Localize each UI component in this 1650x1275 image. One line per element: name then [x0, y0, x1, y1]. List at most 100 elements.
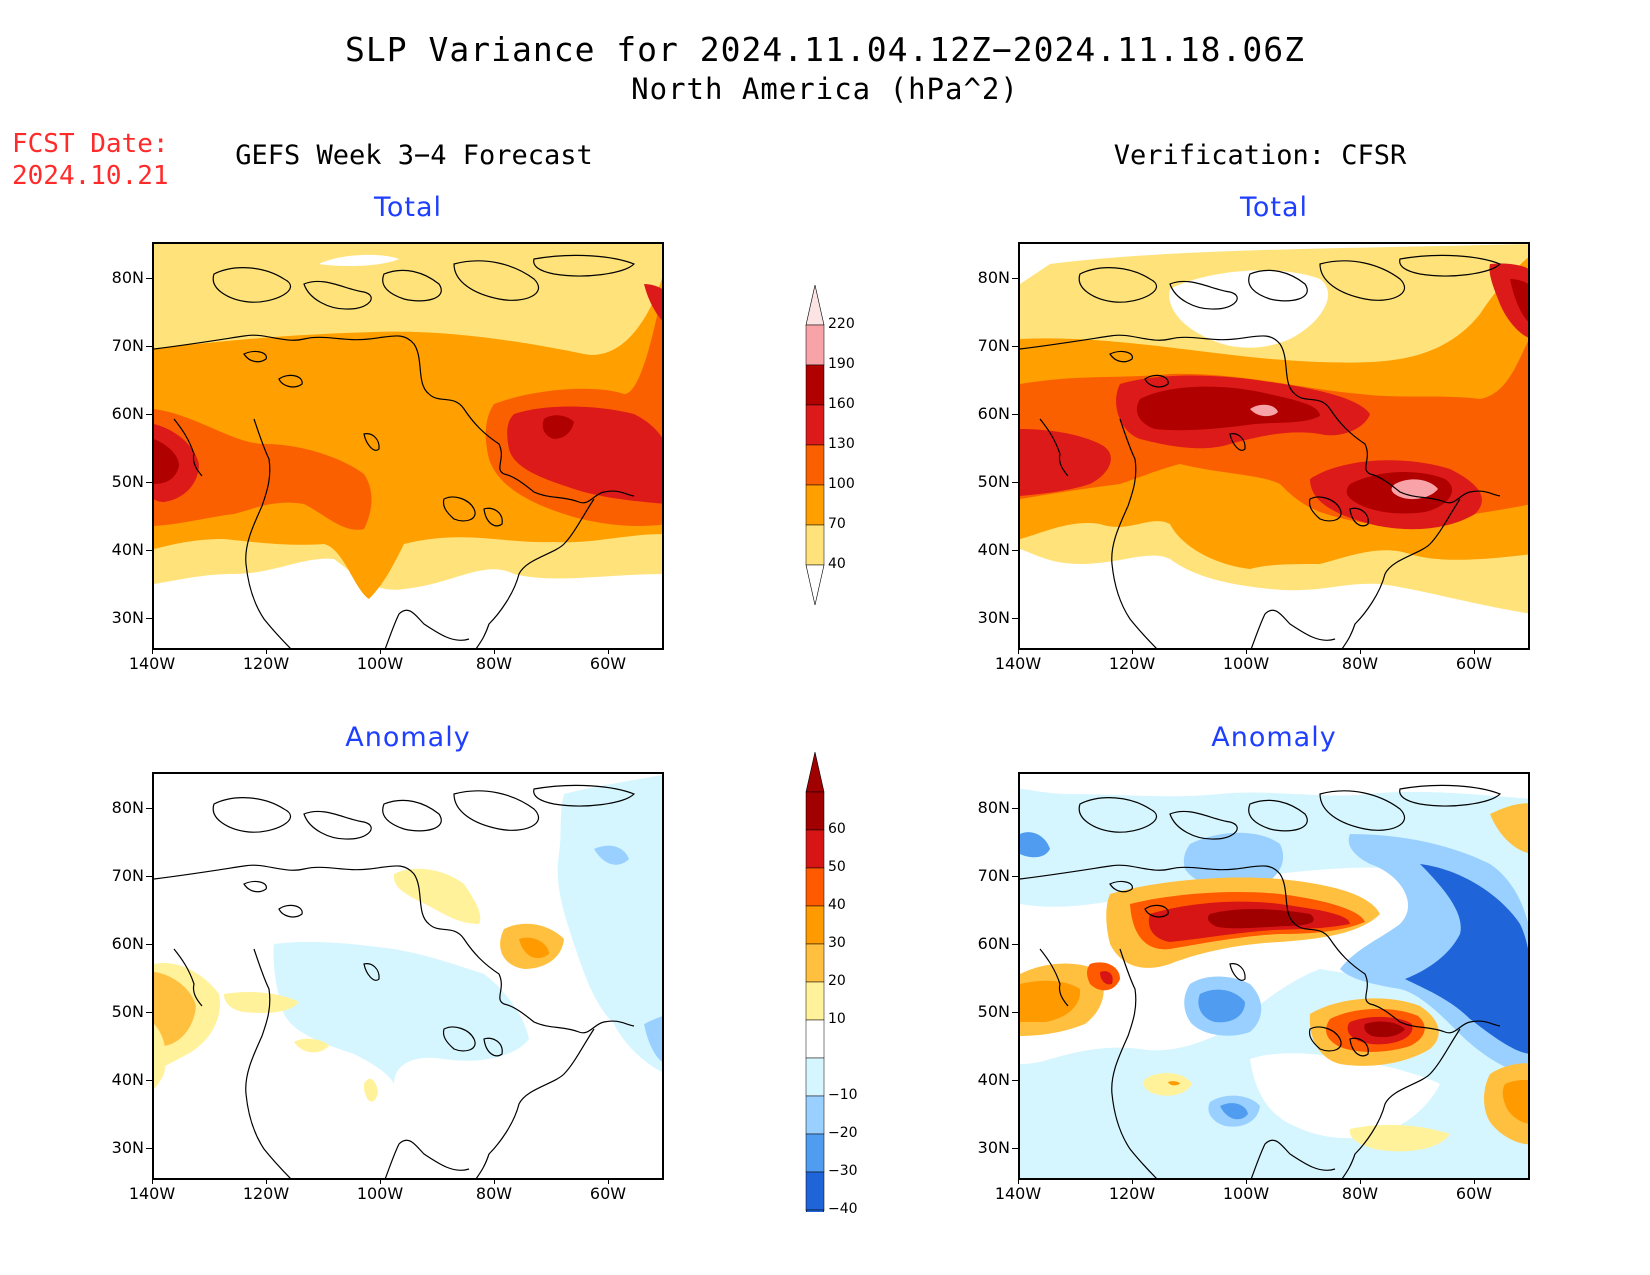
bottom-left-subtitle: Anomaly [345, 722, 471, 753]
anomaly-colorbar-bottom-extension [805, 1209, 825, 1212]
bottom-left-lat-tick: 70N [111, 866, 144, 885]
bottom-left-lat-tick: 40N [111, 1070, 144, 1089]
right-column-title: Verification: CFSR [1113, 140, 1407, 171]
bottom-left-lon-tick: 120W [242, 1184, 290, 1203]
top-left-lon-tickmark [380, 648, 381, 654]
top-right-lat-tickmark [1012, 618, 1018, 619]
top-left-lon-tickmark [494, 648, 495, 654]
bottom-left-lat-tickmark [146, 808, 152, 809]
anomaly-colorbar-bin [805, 1095, 825, 1135]
top-right-lat-tickmark [1012, 482, 1018, 483]
top-right-lon-tickmark [1018, 648, 1019, 654]
anomaly-colorbar-label: −10 [828, 1087, 858, 1103]
anomaly-colorbar-bin [805, 943, 825, 983]
figure-subtitle: North America (hPa^2) [631, 72, 1019, 106]
total-colorbar-label: 130 [828, 436, 855, 452]
anomaly-colorbar-bin [805, 1057, 825, 1097]
top-right-lon-tick: 100W [1222, 654, 1270, 673]
anomaly-colorbar-label: −20 [828, 1125, 858, 1141]
bottom-right-lon-tick: 120W [1108, 1184, 1156, 1203]
bottom-right-lat-tickmark [1012, 1012, 1018, 1013]
top-left-lat-tick: 30N [111, 608, 144, 627]
total-colorbar-bin [805, 524, 825, 566]
anomaly-colorbar-bin [805, 867, 825, 907]
top-right-lon-tickmark [1246, 648, 1247, 654]
total-colorbar-bottom-extension [805, 564, 825, 606]
top-left-lat-tick: 80N [111, 268, 144, 287]
bottom-left-lon-tickmark [608, 1178, 609, 1184]
bottom-left-lat-tickmark [146, 876, 152, 877]
anomaly-colorbar-label: 20 [828, 973, 846, 989]
top-right-lon-tick: 140W [994, 654, 1042, 673]
verification-anomaly-field [1020, 774, 1528, 1178]
bottom-right-lon-tickmark [1018, 1178, 1019, 1184]
bottom-left-lon-tick: 80W [475, 1184, 513, 1203]
total-colorbar-label: 160 [828, 396, 855, 412]
top-right-lat-tick: 70N [977, 336, 1010, 355]
total-colorbar-label: 190 [828, 356, 855, 372]
bottom-right-lon-tickmark [1474, 1178, 1475, 1184]
bottom-left-lon-tickmark [380, 1178, 381, 1184]
top-left-lat-tick: 50N [111, 472, 144, 491]
bottom-right-lon-tick: 100W [1222, 1184, 1270, 1203]
top-right-lat-tick: 30N [977, 608, 1010, 627]
anomaly-colorbar-bin [805, 791, 825, 831]
top-right-lon-tick: 60W [1455, 654, 1493, 673]
bottom-right-lon-tick: 60W [1455, 1184, 1493, 1203]
bottom-right-lat-tick: 50N [977, 1002, 1010, 1021]
forecast-anomaly-field [154, 774, 662, 1178]
total-colorbar [805, 285, 825, 606]
anomaly-colorbar-label: 10 [828, 1011, 846, 1027]
top-right-lon-tickmark [1360, 648, 1361, 654]
top-left-lat-tickmark [146, 414, 152, 415]
map-forecast-anomaly [152, 772, 664, 1180]
anomaly-colorbar-label: −40 [828, 1201, 858, 1217]
top-left-lon-tickmark [608, 648, 609, 654]
bottom-left-lon-tickmark [152, 1178, 153, 1184]
bottom-left-lat-tickmark [146, 944, 152, 945]
top-left-lat-tickmark [146, 618, 152, 619]
top-left-lat-tick: 60N [111, 404, 144, 423]
anomaly-colorbar-label: 60 [828, 821, 846, 837]
bottom-left-lat-tick: 30N [111, 1138, 144, 1157]
top-right-lon-tickmark [1132, 648, 1133, 654]
anomaly-colorbar-label: 30 [828, 935, 846, 951]
bottom-right-lat-tick: 40N [977, 1070, 1010, 1089]
total-colorbar-bin [805, 364, 825, 406]
top-left-lon-tickmark [266, 648, 267, 654]
anomaly-colorbar-label: 50 [828, 859, 846, 875]
bottom-right-lat-tick: 70N [977, 866, 1010, 885]
anomaly-colorbar-bin [805, 981, 825, 1021]
map-forecast-total [152, 242, 664, 650]
map-verification-anomaly [1018, 772, 1530, 1180]
figure-title: SLP Variance for 2024.11.04.12Z−2024.11.… [345, 30, 1305, 69]
total-colorbar-label: 220 [828, 316, 855, 332]
bottom-left-lon-tick: 140W [128, 1184, 176, 1203]
top-right-lat-tickmark [1012, 346, 1018, 347]
top-right-lon-tick: 120W [1108, 654, 1156, 673]
bottom-right-lat-tickmark [1012, 876, 1018, 877]
bottom-right-lon-tick: 80W [1341, 1184, 1379, 1203]
bottom-right-lat-tickmark [1012, 1080, 1018, 1081]
top-left-lon-tick: 120W [242, 654, 290, 673]
bottom-right-lat-tick: 80N [977, 798, 1010, 817]
verification-total-field [1020, 244, 1528, 648]
bottom-right-lon-tickmark [1246, 1178, 1247, 1184]
bottom-right-lat-tickmark [1012, 808, 1018, 809]
anomaly-colorbar-bin [805, 1019, 825, 1059]
top-right-lon-tick: 80W [1341, 654, 1379, 673]
bottom-left-lon-tick: 60W [589, 1184, 627, 1203]
bottom-right-lon-tick: 140W [994, 1184, 1042, 1203]
top-right-lat-tick: 60N [977, 404, 1010, 423]
anomaly-colorbar-top-extension [805, 752, 825, 793]
total-colorbar-top-extension [805, 285, 825, 326]
left-column-title: GEFS Week 3−4 Forecast [235, 140, 593, 171]
fcst-date: 2024.10.21 [12, 161, 169, 191]
forecast-total-field [154, 244, 662, 648]
bottom-left-lat-tick: 50N [111, 1002, 144, 1021]
anomaly-colorbar [805, 752, 825, 1212]
bottom-left-lat-tick: 60N [111, 934, 144, 953]
bottom-left-lat-tickmark [146, 1080, 152, 1081]
bottom-left-lat-tickmark [146, 1012, 152, 1013]
